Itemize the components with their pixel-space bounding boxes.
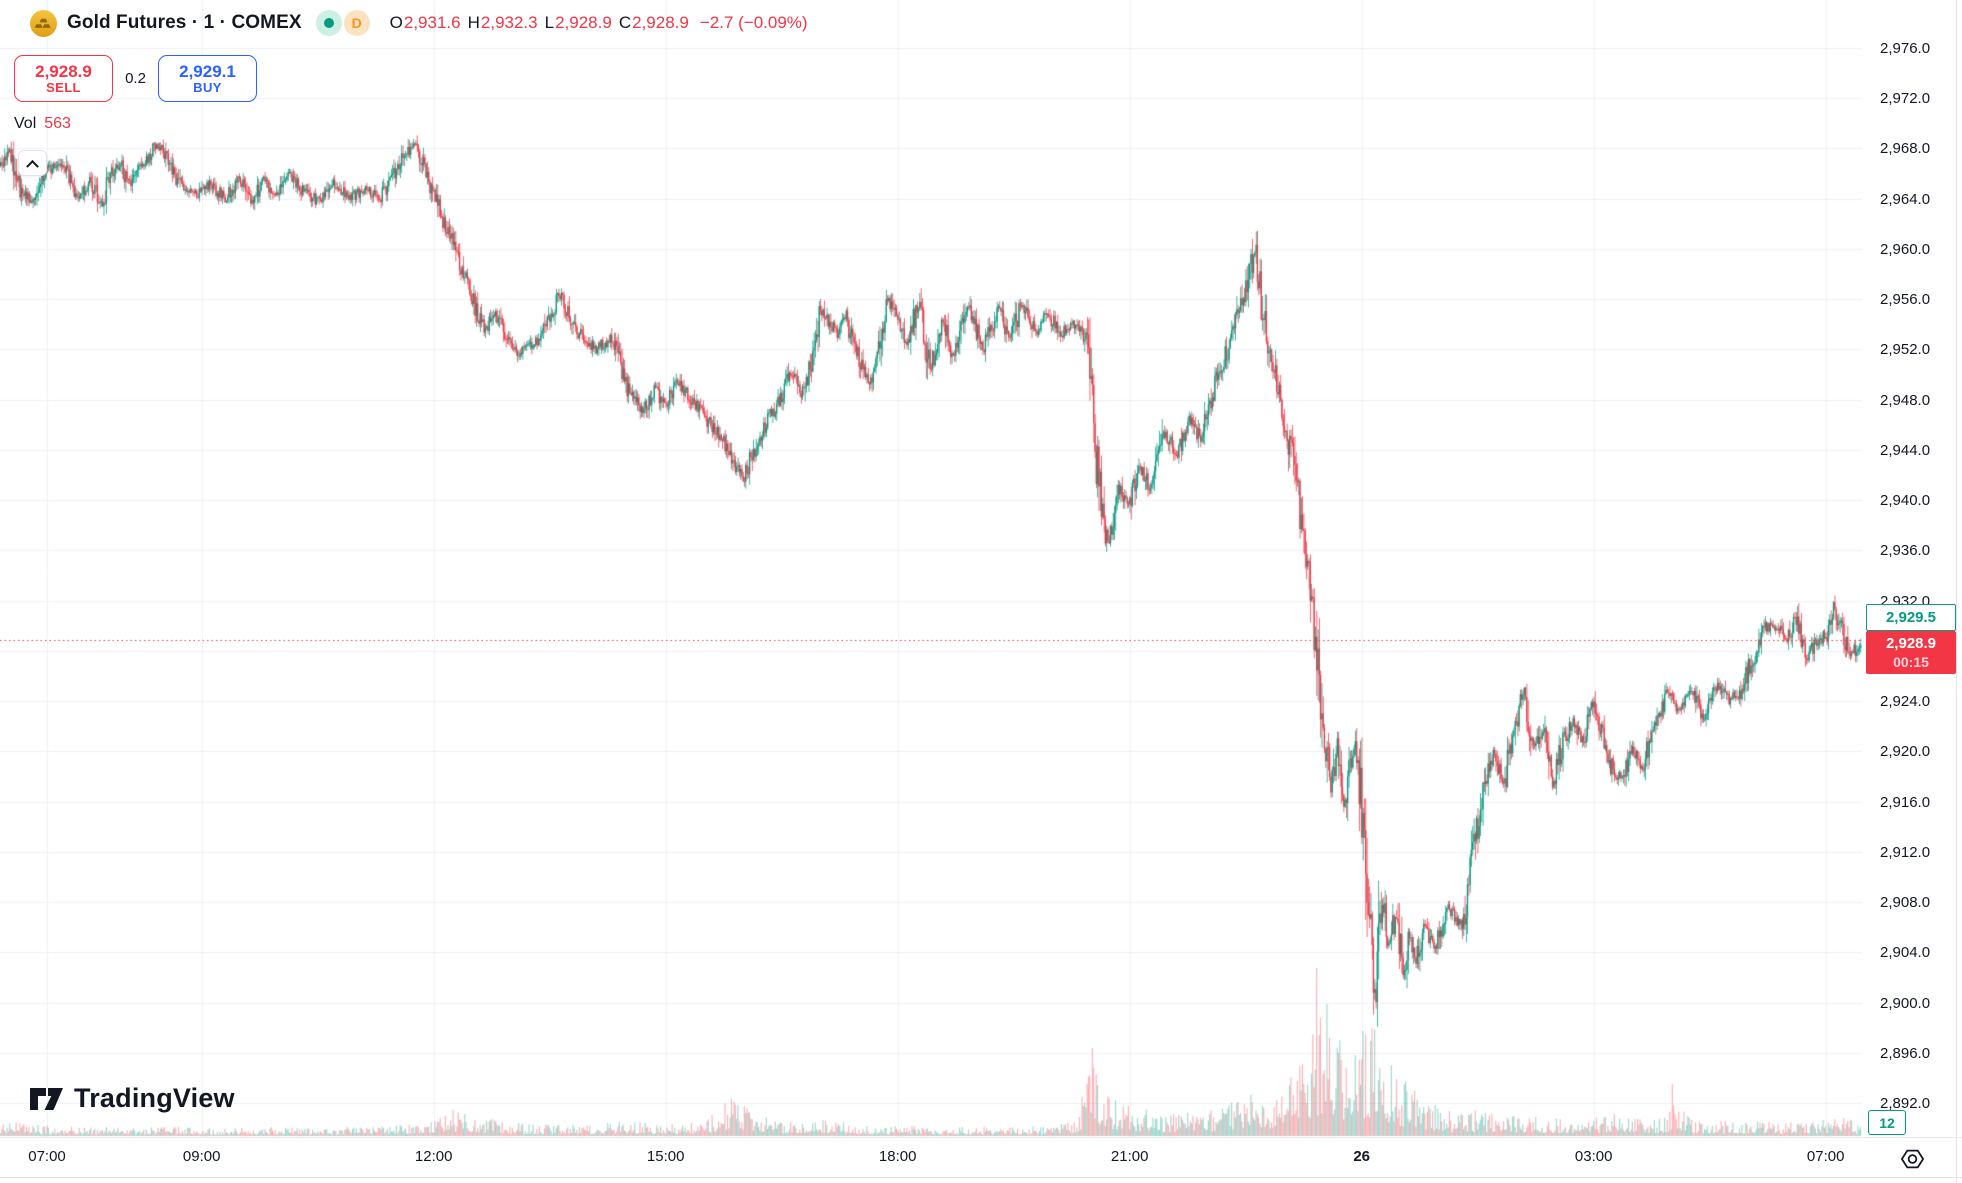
price-tick-label: 2,896.0 (1880, 1044, 1931, 1062)
price-tick-label: 2,972.0 (1880, 90, 1931, 108)
volume-legend: Vol 563 (14, 115, 71, 133)
tradingview-logo[interactable]: TradingView (28, 1083, 235, 1114)
change-value: −2.7 (−0.09%) (699, 13, 808, 32)
time-tick-label: 09:00 (182, 1148, 221, 1165)
high-value: 2,932.3 (480, 13, 538, 32)
tradingview-logo-text: TradingView (74, 1083, 235, 1113)
symbol-title[interactable]: Gold Futures · 1 · COMEX (67, 12, 302, 33)
price-tick-label: 2,948.0 (1880, 391, 1931, 409)
price-tick-label: 2,960.0 (1880, 240, 1931, 258)
price-tick-label: 2,892.0 (1880, 1095, 1931, 1113)
collapse-pane-button[interactable] (18, 150, 47, 176)
price-tick-label: 2,952.0 (1880, 341, 1931, 359)
time-tick-label: 07:00 (28, 1148, 66, 1165)
buy-button[interactable]: 2,929.1 BUY (158, 55, 257, 102)
gold-bars-coin-icon (30, 9, 57, 37)
time-tick-label: 07:00 (1806, 1148, 1845, 1165)
ohlc-readout: O 2,931.6 H 2,932.3 L 2,928.9 C 2,928.9 −2.7… (390, 13, 808, 33)
time-tick-label: 03:00 (1574, 1148, 1613, 1165)
time-tick-label: 18:00 (878, 1148, 917, 1165)
volume-legend-label: Vol (14, 115, 37, 132)
price-tick-label: 2,916.0 (1880, 793, 1931, 811)
settings-hexagon-icon (1900, 1149, 1924, 1168)
price-tick-label: 2,956.0 (1880, 291, 1931, 309)
price-tick-label: 2,968.0 (1880, 140, 1931, 158)
interval-badge[interactable]: D (343, 10, 370, 36)
sell-price: 2,928.9 (35, 61, 92, 81)
time-axis-settings-button[interactable] (1898, 1145, 1926, 1172)
price-tick-label: 2,920.0 (1880, 743, 1931, 761)
price-tick-label: 2,900.0 (1880, 994, 1931, 1012)
tradingview-mark-icon (30, 1088, 63, 1110)
price-tick-label: 2,964.0 (1880, 190, 1931, 208)
price-tick-label: 2,912.0 (1880, 843, 1931, 861)
sell-label: SELL (46, 79, 81, 95)
price-tick-label: 2,924.0 (1880, 693, 1931, 711)
high-label: H (467, 13, 480, 32)
low-value: 2,928.9 (555, 13, 612, 32)
high-price-tag-value: 2,929.5 (1885, 609, 1937, 626)
right-edge-divider (1956, 0, 1957, 1183)
open-label: O (389, 13, 403, 32)
price-tick-label: 2,936.0 (1880, 542, 1931, 560)
open-value: 2,931.6 (403, 13, 461, 32)
low-label: L (544, 13, 555, 32)
buy-price: 2,929.1 (179, 61, 236, 81)
price-tick-label: 2,904.0 (1880, 944, 1931, 962)
volume-axis-tag-value: 12 (1879, 1114, 1895, 1131)
price-tick-label: 2,944.0 (1880, 441, 1931, 459)
time-tick-label: 12:00 (414, 1148, 453, 1165)
chevron-up-icon (26, 159, 39, 173)
price-axis[interactable]: 2,976.0 2,972.0 2,968.0 2,964.0 2,960.0 2,956… (1862, 0, 1962, 1137)
market-status-badge[interactable] (315, 10, 342, 36)
volume-axis-tag: 12 (1868, 1110, 1906, 1135)
time-tick-label: 21:00 (1110, 1148, 1149, 1165)
sell-button[interactable]: 2,928.9 SELL (14, 55, 113, 102)
status-dot-icon (323, 18, 334, 28)
volume-legend-value: 563 (44, 115, 71, 132)
buy-label: BUY (193, 79, 222, 95)
price-tick-label: 2,976.0 (1880, 40, 1931, 57)
last-price-tag: 2,928.9 00:15 (1866, 631, 1956, 674)
price-tick-label: 2,940.0 (1880, 492, 1931, 510)
price-tick-label: 2,908.0 (1880, 894, 1931, 912)
high-price-tag: 2,929.5 (1866, 604, 1956, 631)
bar-countdown: 00:15 (1893, 654, 1929, 671)
order-panel: 2,928.9 SELL 0.2 2,929.1 BUY (14, 55, 257, 102)
spread-value: 0.2 (125, 70, 146, 87)
time-tick-label: 26 (1353, 1148, 1370, 1165)
symbol-legend: Gold Futures · 1 · COMEX D O 2,931.6 H 2,9… (30, 8, 808, 38)
time-axis[interactable]: 07:00 09:00 12:00 15:00 18:00 21:00 26 03:00 07:… (0, 1137, 1962, 1178)
close-label: C (618, 13, 632, 32)
last-price-tag-value: 2,928.9 (1885, 634, 1937, 652)
close-value: 2,928.9 (632, 13, 689, 32)
time-tick-label: 15:00 (646, 1148, 685, 1165)
